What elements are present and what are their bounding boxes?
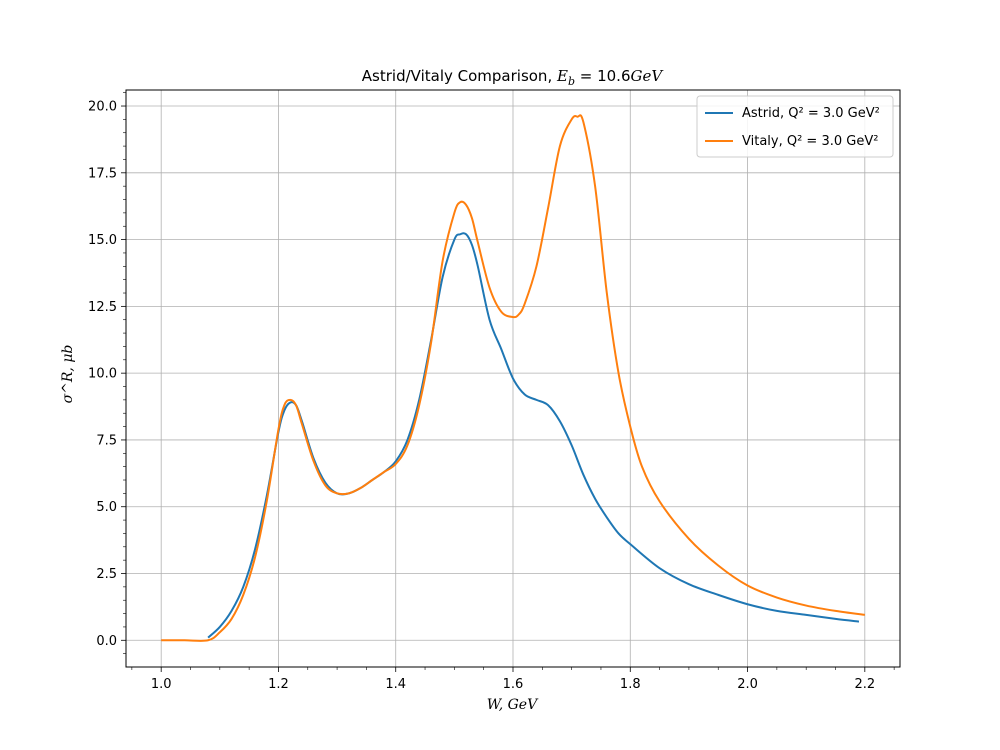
- x-axis-label: W, GeV: [487, 697, 539, 713]
- legend-label-astrid: Astrid, Q² = 3.0 GeV²: [742, 106, 880, 121]
- chart-title-unit: GeV: [631, 67, 665, 85]
- chart-title: Astrid/Vitaly Comparison, Eb = 10.6GeV: [362, 67, 665, 88]
- chart-title-symbol: E: [556, 67, 568, 85]
- x-tick-label: 1.2: [268, 677, 289, 692]
- x-tick-label: 1.4: [385, 677, 406, 692]
- x-tick-label: 1.0: [151, 677, 172, 692]
- y-tick-label: 17.5: [88, 166, 117, 181]
- y-tick-label: 20.0: [88, 100, 117, 115]
- legend: Astrid, Q² = 3.0 GeV² Vitaly, Q² = 3.0 G…: [696, 95, 894, 158]
- grid: [126, 90, 900, 667]
- x-tick-label: 2.0: [737, 677, 758, 692]
- y-tick-label: 7.5: [96, 433, 117, 448]
- series-line-astrid: [207, 232, 860, 639]
- y-tick-label: 0.0: [96, 634, 117, 649]
- x-tick-label: 2.2: [854, 677, 875, 692]
- y-tick-label: 15.0: [88, 233, 117, 248]
- y-axis-label: σ^R, μb: [60, 345, 76, 404]
- x-tick-label: 1.8: [620, 677, 641, 692]
- y-tick-label: 5.0: [96, 500, 117, 515]
- legend-label-vitaly: Vitaly, Q² = 3.0 GeV²: [742, 134, 878, 149]
- chart-title-rest: = 10.6: [575, 67, 631, 85]
- plot-lines: [161, 114, 865, 642]
- y-tick-label: 12.5: [88, 300, 117, 315]
- chart-title-subscript: b: [568, 75, 575, 88]
- ticks: [121, 92, 895, 672]
- legend-box: [696, 95, 894, 158]
- y-tick-label: 10.0: [88, 367, 117, 382]
- x-tick-label: 1.6: [503, 677, 524, 692]
- tick-labels: 1.0 1.2 1.4 1.6 1.8 2.0 2.2 0.0 2.5 5.0 7.5 10.0 12.…: [88, 100, 875, 692]
- y-tick-label: 2.5: [96, 567, 117, 582]
- series-line-vitaly: [161, 114, 865, 642]
- chart-title-text: Astrid/Vitaly Comparison,: [362, 67, 557, 85]
